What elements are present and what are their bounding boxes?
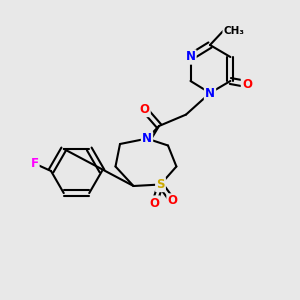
Text: O: O bbox=[242, 77, 252, 91]
Text: F: F bbox=[31, 157, 38, 170]
Text: N: N bbox=[185, 50, 196, 64]
Text: O: O bbox=[167, 194, 178, 208]
Text: N: N bbox=[205, 86, 215, 100]
Text: O: O bbox=[140, 103, 150, 116]
Text: S: S bbox=[156, 178, 165, 191]
Text: N: N bbox=[142, 132, 152, 145]
Text: O: O bbox=[149, 196, 160, 210]
Text: CH₃: CH₃ bbox=[224, 26, 244, 36]
